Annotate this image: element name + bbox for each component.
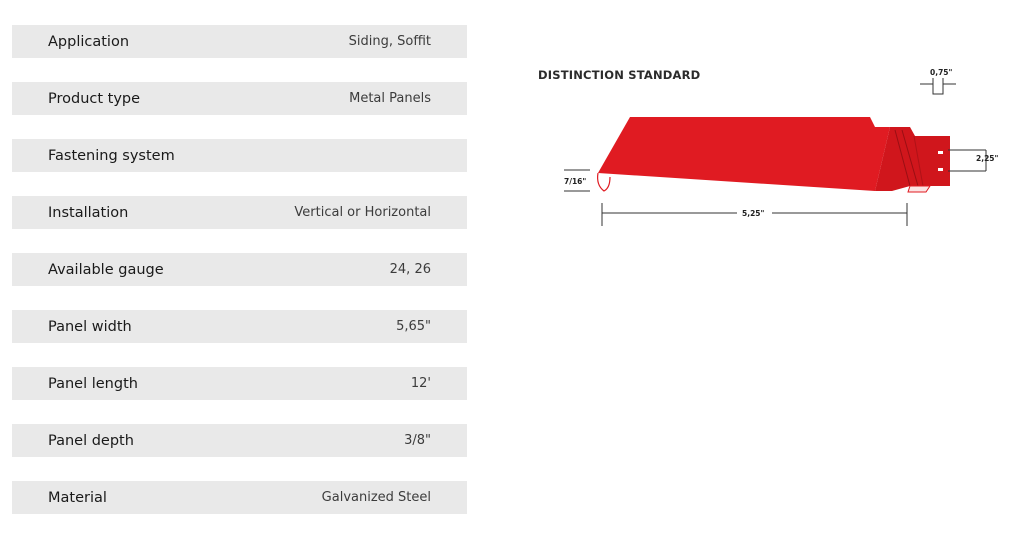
spec-label: Material [48,489,107,506]
spec-value: 3/8" [404,433,431,448]
spec-table: Application Siding, Soffit Product type … [12,25,467,538]
spec-label: Available gauge [48,261,164,278]
spec-row-panel-length: Panel length 12' [12,367,467,400]
spec-label: Panel depth [48,432,134,449]
spec-row-available-gauge: Available gauge 24, 26 [12,253,467,286]
spec-value: Galvanized Steel [321,490,431,505]
spec-label: Fastening system [48,147,175,164]
spec-row-panel-width: Panel width 5,65" [12,310,467,343]
spec-label: Product type [48,90,141,107]
rib-line [913,135,924,187]
panel-rib [875,127,950,191]
spec-row-panel-depth: Panel depth 3/8" [12,424,467,457]
dim-rib-label: 0,75" [930,68,953,77]
spec-value: Vertical or Horizontal [294,205,431,220]
spec-label: Panel length [48,375,138,392]
spec-value: 24, 26 [389,262,431,277]
spec-row-product-type: Product type Metal Panels [12,82,467,115]
dim-width-label: 5,25" [742,209,765,218]
dimension-line [932,78,944,95]
spec-row-application: Application Siding, Soffit [12,25,467,58]
spec-label: Installation [48,204,129,221]
spec-row-fastening-system: Fastening system [12,139,467,172]
dim-lock-label: 2,25" [976,154,999,163]
spec-label: Panel width [48,318,132,335]
diagram-title: DISTINCTION STANDARD [538,68,701,82]
spec-value: 5,65" [396,319,431,334]
spec-value: Siding, Soffit [348,34,431,49]
fastening-slot [938,168,943,171]
spec-value: 12' [410,376,431,391]
dim-depth-label: 7/16" [564,177,586,186]
spec-row-material: Material Galvanized Steel [12,481,467,514]
rib-line [894,129,911,187]
rib-line [901,129,919,187]
panel-edge-fold [597,172,611,192]
fastening-slot [938,151,943,154]
spec-row-installation: Installation Vertical or Horizontal [12,196,467,229]
spec-value: Metal Panels [349,91,431,106]
spec-label: Application [48,33,130,50]
panel-face [598,117,890,191]
panel-profile-diagram: DISTINCTION STANDARD 0,75" 2,25" 7/16" [530,58,1000,238]
panel-edge-fold [907,185,931,193]
panel-profile-drawing: 0,75" 2,25" 7/16" 5,25" [564,68,999,226]
